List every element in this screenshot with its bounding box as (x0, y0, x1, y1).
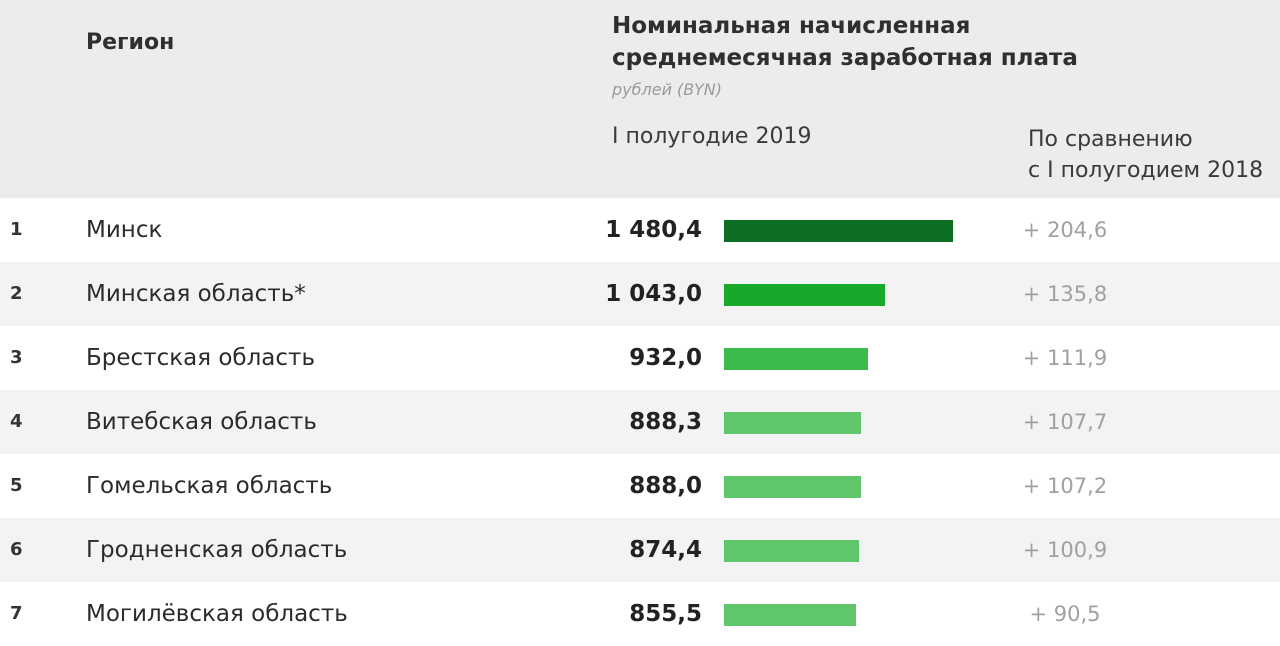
salary-value: 888,0 (629, 473, 702, 499)
region-name: Витебская область (86, 409, 317, 435)
salary-bar (724, 540, 859, 562)
region-name: Гомельская область (86, 473, 333, 499)
salary-change: + 204,6 (1022, 218, 1108, 242)
chart-title-line-2: среднемесячная заработная плата (612, 45, 1078, 71)
salary-bar (724, 476, 861, 498)
unit-label: рублей (BYN) (612, 80, 722, 99)
region-column-header: Регион (86, 30, 175, 55)
salary-change: + 90,5 (1029, 602, 1101, 626)
table-row: 2 Минская область* 1 043,0 + 135,8 (0, 262, 1280, 326)
salary-bar (724, 284, 885, 306)
salary-bar (724, 604, 856, 626)
rank-number: 2 (10, 283, 23, 304)
comparison-header-line-1: По сравнению (1028, 127, 1193, 152)
salary-bar (724, 348, 868, 370)
salary-change: + 111,9 (1022, 346, 1108, 370)
table-row: 6 Гродненская область 874,4 + 100,9 (0, 518, 1280, 582)
chart-title-line-1: Номинальная начисленная (612, 13, 971, 39)
table-row: 4 Витебская область 888,3 + 107,7 (0, 390, 1280, 454)
salary-value: 932,0 (629, 345, 702, 371)
table-row: 1 Минск 1 480,4 + 204,6 (0, 198, 1280, 262)
table-row: 3 Брестская область 932,0 + 111,9 (0, 326, 1280, 390)
salary-bar (724, 412, 861, 434)
salary-value: 874,4 (629, 537, 702, 563)
table-row: 7 Могилёвская область 855,5 + 90,5 (0, 582, 1280, 646)
comparison-header-line-2: с I полугодием 2018 (1028, 158, 1264, 183)
table-header: Регион Номинальная начисленная среднемес… (0, 0, 1280, 198)
rank-number: 4 (10, 411, 23, 432)
salary-value: 855,5 (629, 601, 702, 627)
salary-change: + 107,2 (1022, 474, 1108, 498)
period-column-header: I полугодие 2019 (612, 124, 812, 149)
salary-value: 1 480,4 (605, 217, 702, 243)
table-body: 1 Минск 1 480,4 + 204,6 2 Минская област… (0, 198, 1280, 646)
rank-number: 6 (10, 539, 23, 560)
table-row: 5 Гомельская область 888,0 + 107,2 (0, 454, 1280, 518)
region-name: Минск (86, 217, 163, 243)
salary-change: + 107,7 (1022, 410, 1108, 434)
comparison-column-header: По сравнению с I полугодием 2018 (1028, 124, 1280, 186)
chart-title: Номинальная начисленная среднемесячная з… (612, 10, 1132, 74)
salary-change: + 100,9 (1022, 538, 1108, 562)
region-name: Могилёвская область (86, 601, 348, 627)
region-name: Гродненская область (86, 537, 348, 563)
salary-value: 1 043,0 (605, 281, 702, 307)
rank-number: 7 (10, 603, 23, 624)
rank-number: 1 (10, 219, 23, 240)
region-name: Брестская область (86, 345, 316, 371)
salary-bar (724, 220, 953, 242)
salary-value: 888,3 (629, 409, 702, 435)
region-name: Минская область* (86, 281, 306, 307)
rank-number: 5 (10, 475, 23, 496)
salary-change: + 135,8 (1022, 282, 1108, 306)
rank-number: 3 (10, 347, 23, 368)
